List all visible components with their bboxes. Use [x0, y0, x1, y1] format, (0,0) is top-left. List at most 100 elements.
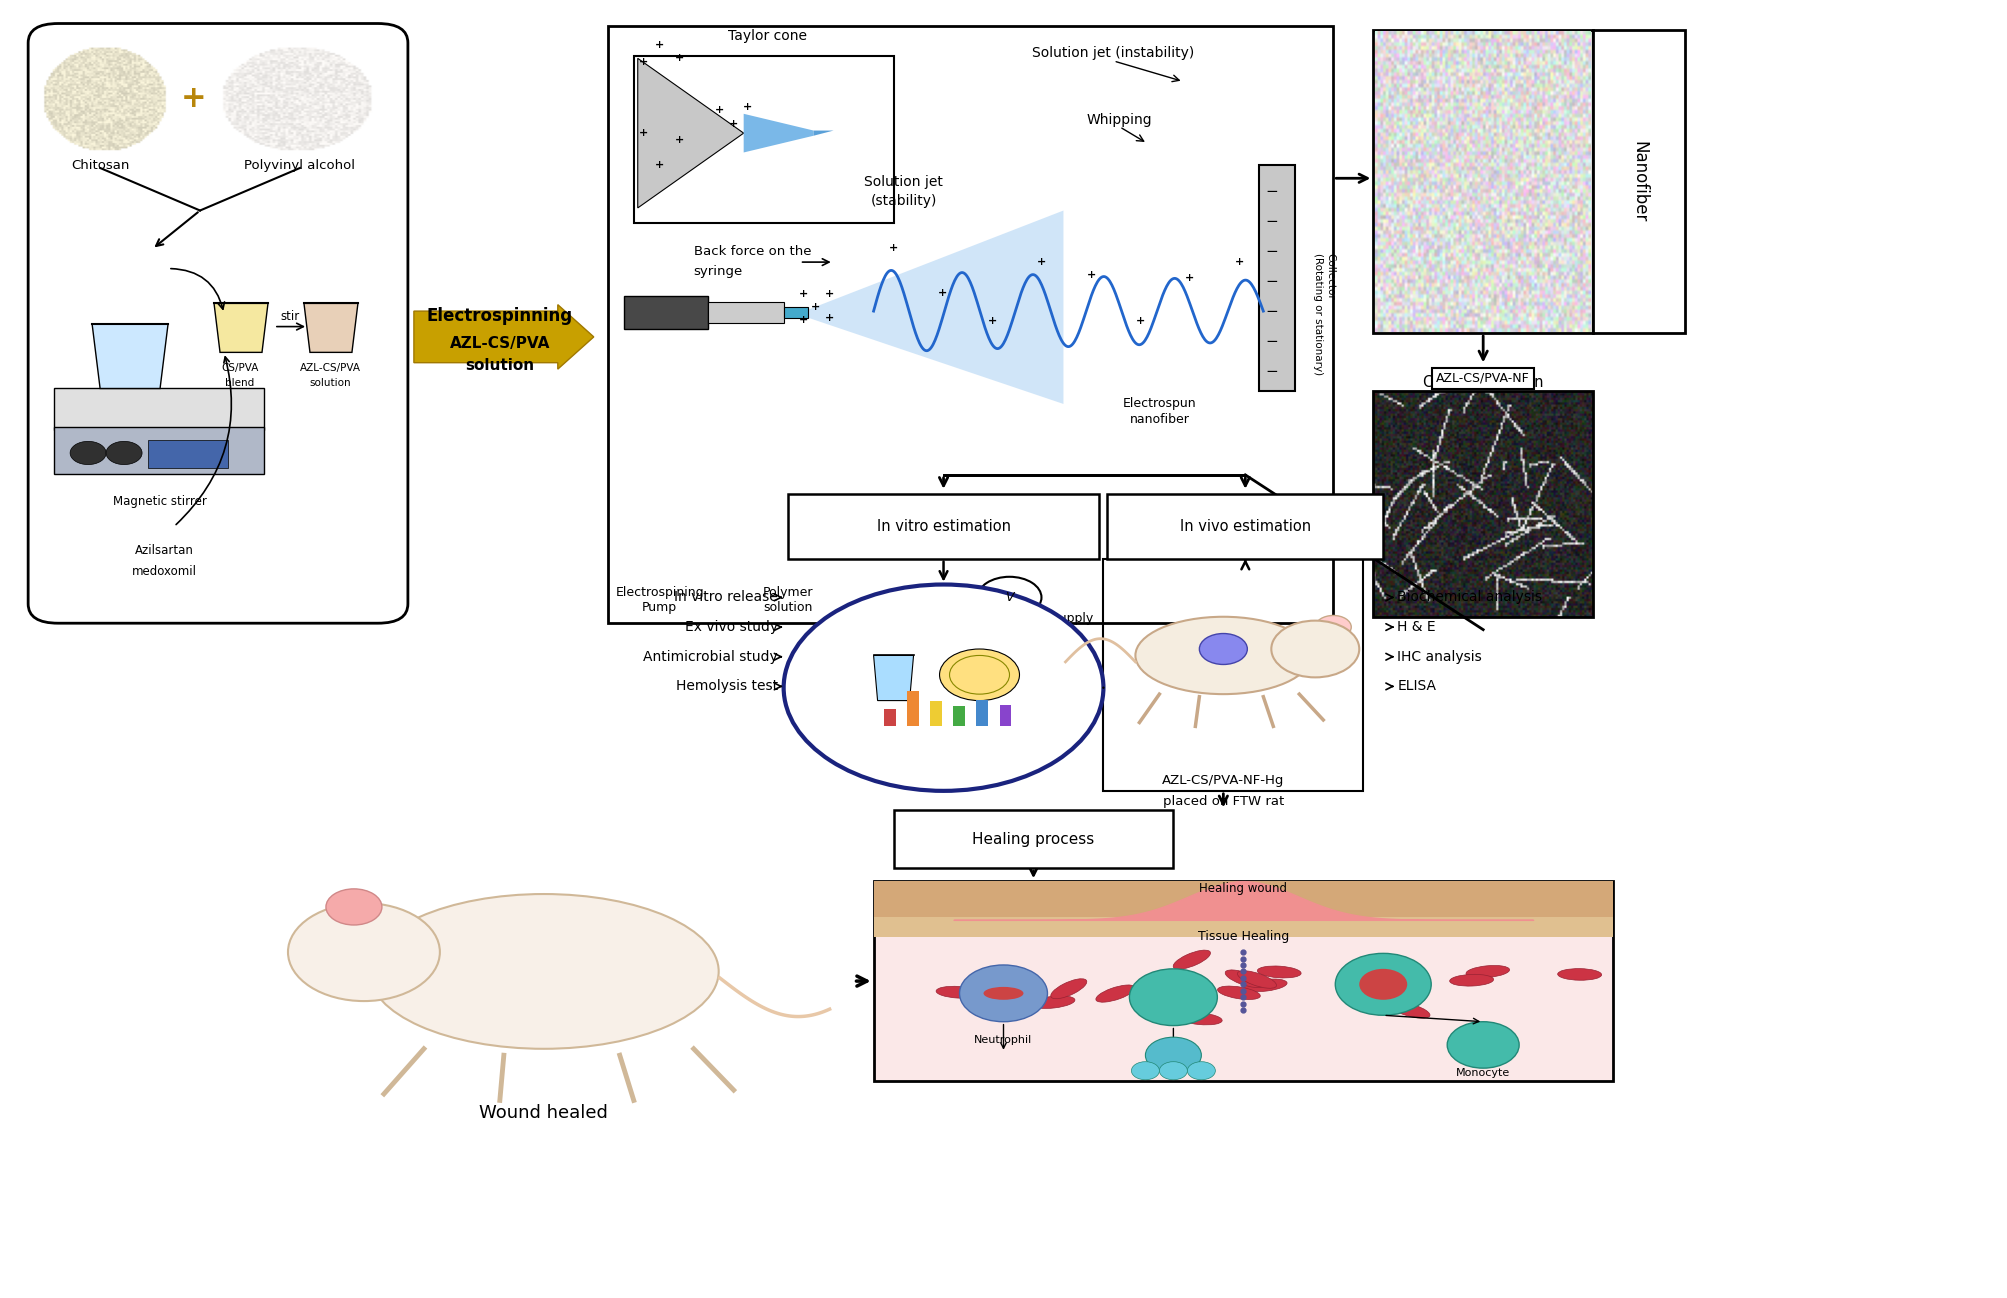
Text: Electrospun: Electrospun [1122, 397, 1196, 410]
Bar [873, 918, 1614, 937]
Text: AZL-CS/PVA: AZL-CS/PVA [299, 362, 361, 373]
Text: −: − [1264, 274, 1278, 289]
Text: AZL-CS/PVA: AZL-CS/PVA [450, 336, 550, 350]
Text: Nanofiber: Nanofiber [1630, 140, 1648, 222]
Bar [1104, 558, 1363, 790]
Text: V: V [1006, 591, 1014, 604]
Ellipse shape [1361, 996, 1401, 1010]
Text: Solution jet (instability): Solution jet (instability) [1032, 47, 1194, 60]
Text: +: + [674, 53, 684, 64]
Circle shape [1447, 1022, 1519, 1068]
Text: Taylor cone: Taylor cone [729, 30, 807, 43]
Polygon shape [215, 304, 269, 352]
Circle shape [1315, 615, 1351, 639]
Text: solution: solution [309, 378, 351, 388]
Circle shape [939, 649, 1020, 701]
Bar [634, 56, 893, 223]
Circle shape [1335, 953, 1431, 1015]
Text: +: + [825, 313, 835, 323]
Polygon shape [807, 210, 1064, 404]
Text: placed on FTW rat: placed on FTW rat [1162, 794, 1284, 807]
Text: −: − [1264, 334, 1278, 349]
Ellipse shape [1256, 966, 1301, 977]
Text: (stability): (stability) [871, 195, 937, 209]
Bar [999, 705, 1012, 727]
Text: Magnetic stirrer: Magnetic stirrer [112, 496, 207, 509]
Circle shape [1160, 1062, 1188, 1080]
Text: Chitosan: Chitosan [70, 158, 128, 171]
Text: syringe: syringe [694, 265, 743, 278]
Text: +: + [987, 315, 997, 326]
Text: In vitro release: In vitro release [674, 591, 777, 605]
Ellipse shape [1449, 975, 1493, 986]
Text: +: + [729, 119, 739, 129]
Ellipse shape [1174, 950, 1210, 970]
Ellipse shape [1052, 979, 1088, 998]
Ellipse shape [1244, 979, 1286, 992]
Ellipse shape [1178, 1012, 1222, 1025]
Bar [883, 709, 895, 727]
Bar [1594, 30, 1686, 334]
Bar [1258, 165, 1295, 391]
Circle shape [325, 889, 381, 925]
Ellipse shape [1557, 968, 1602, 980]
Text: +: + [654, 40, 664, 51]
Ellipse shape [1465, 966, 1509, 977]
Text: Characterization: Characterization [1423, 375, 1543, 389]
Bar [873, 881, 1614, 1081]
Text: +: + [1234, 257, 1244, 267]
Text: Azilsartan: Azilsartan [134, 544, 193, 557]
Text: +: + [181, 84, 207, 113]
Bar [907, 691, 919, 727]
Text: +: + [811, 302, 821, 313]
Text: Hemolysis test: Hemolysis test [676, 679, 777, 693]
Bar [708, 302, 783, 323]
Ellipse shape [983, 986, 1024, 999]
Polygon shape [638, 58, 745, 208]
Text: −: − [1264, 184, 1278, 199]
Bar [893, 810, 1174, 868]
Text: Electrospining
Pump: Electrospining Pump [616, 585, 704, 614]
Text: +: + [939, 288, 947, 299]
Text: +: + [714, 105, 725, 116]
Bar [1373, 391, 1594, 617]
Text: +: + [1086, 270, 1096, 280]
Ellipse shape [1096, 985, 1136, 1002]
Text: Healing wound: Healing wound [1200, 883, 1286, 896]
Polygon shape [303, 304, 357, 352]
Bar [1373, 30, 1594, 334]
Text: ELISA: ELISA [1397, 679, 1437, 693]
Ellipse shape [1146, 992, 1188, 1006]
Text: blend: blend [225, 378, 255, 388]
Text: +: + [638, 57, 648, 67]
Text: Back force on the: Back force on the [694, 245, 811, 258]
Text: Wound healed: Wound healed [480, 1105, 608, 1123]
Bar [54, 388, 265, 430]
Text: Tissue Healing: Tissue Healing [1198, 931, 1288, 944]
Text: +: + [825, 289, 835, 300]
Text: +: + [674, 135, 684, 144]
Bar [787, 495, 1100, 558]
Circle shape [1146, 1037, 1202, 1073]
Ellipse shape [1224, 970, 1264, 988]
Bar [975, 700, 987, 727]
Text: −: − [1264, 244, 1278, 258]
Text: Healing process: Healing process [971, 832, 1094, 846]
Bar [608, 26, 1333, 623]
Bar [929, 701, 941, 727]
Circle shape [1200, 633, 1246, 665]
Text: stir: stir [281, 310, 299, 323]
Text: nanofiber: nanofiber [1130, 413, 1190, 426]
Ellipse shape [1136, 617, 1311, 694]
Circle shape [1188, 1062, 1216, 1080]
Text: +: + [1136, 317, 1146, 326]
Text: H & E: H & E [1397, 620, 1435, 635]
Circle shape [70, 441, 106, 465]
Text: Monocyte: Monocyte [1455, 1068, 1511, 1079]
Text: In vivo estimation: In vivo estimation [1180, 519, 1311, 533]
Text: +: + [638, 129, 648, 138]
Circle shape [1130, 968, 1218, 1025]
Circle shape [1359, 968, 1407, 999]
Ellipse shape [1218, 986, 1260, 999]
Text: Neutrophil: Neutrophil [973, 1035, 1034, 1045]
